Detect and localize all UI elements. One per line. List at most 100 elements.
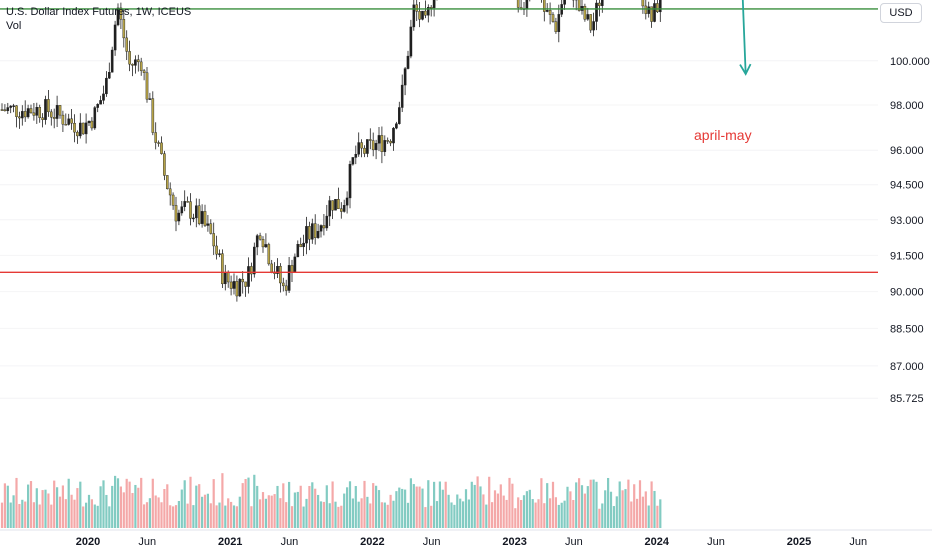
time-tick-label[interactable]: 2025	[787, 536, 811, 548]
candle-body	[94, 108, 96, 128]
volume-bar	[53, 481, 55, 528]
price-tick-label[interactable]: 85.725	[890, 393, 924, 405]
price-tick-label[interactable]: 88.500	[890, 323, 924, 335]
volume-bar	[424, 507, 426, 528]
volume-bar	[436, 501, 438, 528]
time-tick-label[interactable]: Jun	[423, 536, 441, 548]
volume-bar	[639, 480, 641, 528]
price-axis[interactable]: 116.000114.000112.000110.000108.000106.0…	[878, 0, 932, 550]
volume-bar	[233, 505, 235, 528]
volume-bar	[511, 484, 513, 528]
candle-body	[549, 10, 551, 14]
price-tick-label[interactable]: 90.000	[890, 287, 924, 299]
volume-bar	[581, 485, 583, 528]
volume-bar	[314, 489, 316, 528]
time-tick-label[interactable]: Jun	[849, 536, 867, 548]
candle-body	[213, 233, 215, 245]
time-tick-label[interactable]: Jun	[565, 536, 583, 548]
candle-body	[256, 236, 258, 247]
candle-body	[253, 247, 255, 274]
candle-body	[413, 5, 415, 27]
symbol-title[interactable]: U.S. Dollar Index Futures, 1W, ICEUS	[6, 5, 191, 19]
price-tick-label[interactable]: 98.000	[890, 100, 924, 112]
volume-label[interactable]: Vol	[6, 19, 191, 33]
time-tick-label[interactable]: 2022	[360, 536, 384, 548]
volume-bar	[42, 490, 44, 528]
time-tick-label[interactable]: 2023	[502, 536, 526, 548]
time-tick-label[interactable]: 2024	[645, 536, 670, 548]
time-tick-label[interactable]: Jun	[707, 536, 725, 548]
volume-bar	[68, 479, 70, 528]
volume-bar	[221, 473, 223, 528]
volume-bar	[540, 478, 542, 528]
candle-body	[102, 94, 104, 100]
volume-bar	[398, 488, 400, 528]
candle-body	[163, 154, 165, 176]
volume-bar	[659, 499, 661, 528]
candle-body	[355, 154, 357, 157]
volume-bar	[378, 490, 380, 528]
volume-bar	[392, 501, 394, 528]
price-tick-label[interactable]: 100.000	[890, 56, 930, 68]
volume-bar	[134, 485, 136, 528]
candle-body	[294, 257, 296, 273]
time-tick-label[interactable]: Jun	[138, 536, 156, 548]
candle-body	[297, 244, 299, 257]
volume-bar	[352, 498, 354, 528]
candle-body	[552, 15, 554, 22]
price-tick-label[interactable]: 87.000	[890, 361, 924, 373]
candle-body	[300, 244, 302, 247]
projection-path[interactable]	[663, 0, 751, 74]
candle-body	[558, 14, 560, 31]
candles	[1, 0, 662, 302]
volume-bar	[346, 487, 348, 528]
volume-bar	[479, 486, 481, 528]
volume-bar	[453, 505, 455, 528]
candle-body	[189, 202, 191, 219]
time-axis[interactable]: 2020 Jun 2021 Jun 2022 Jun 2023 Jun 2024 Jun 2025 J…	[0, 530, 932, 548]
volume-bar	[265, 499, 267, 528]
horizontal-levels[interactable]: 102.39590.795103.26507:09:0758.797K	[0, 0, 930, 514]
price-tick-label[interactable]: 93.000	[890, 215, 924, 227]
volume-bar	[4, 483, 6, 528]
volume-bar	[619, 481, 621, 528]
candle-body	[410, 27, 412, 56]
volume-bar	[593, 480, 595, 528]
volume-bar	[433, 482, 435, 528]
time-tick-label[interactable]: 2020	[76, 536, 100, 548]
price-tick-label[interactable]: 91.500	[890, 250, 924, 262]
candle-body	[279, 266, 281, 283]
volume-bar	[329, 503, 331, 528]
volume-bar	[448, 495, 450, 528]
volume-bar	[108, 506, 110, 528]
volume-bar	[50, 505, 52, 528]
volume-bar	[79, 482, 81, 528]
candle-body	[27, 108, 29, 116]
time-tick-label[interactable]: 2021	[218, 536, 242, 548]
candle-body	[598, 3, 600, 6]
time-tick-label[interactable]: Jun	[281, 536, 299, 548]
volume-bar	[39, 504, 41, 528]
volume-bar	[36, 488, 38, 528]
volume-bar	[537, 499, 539, 528]
projection-line[interactable]	[663, 0, 746, 74]
volume-bar	[169, 505, 171, 528]
candle-body	[247, 266, 249, 286]
candle-body	[645, 6, 647, 14]
candle-body	[595, 3, 597, 21]
volume-bar	[291, 506, 293, 528]
volume-bar	[303, 507, 305, 528]
volume-bar	[555, 497, 557, 528]
candle-body	[346, 198, 348, 205]
price-tick-label[interactable]: 94.500	[890, 180, 924, 192]
volume-bar	[474, 485, 476, 528]
volume-bar	[271, 496, 273, 528]
price-tick-label[interactable]: 96.000	[890, 145, 924, 157]
volume-bar	[381, 502, 383, 528]
candle-body	[152, 99, 154, 133]
currency-button[interactable]: USD	[880, 3, 922, 23]
candle-body	[18, 117, 20, 118]
volume-bar	[566, 487, 568, 528]
annotation-text[interactable]: april-may	[694, 127, 752, 143]
